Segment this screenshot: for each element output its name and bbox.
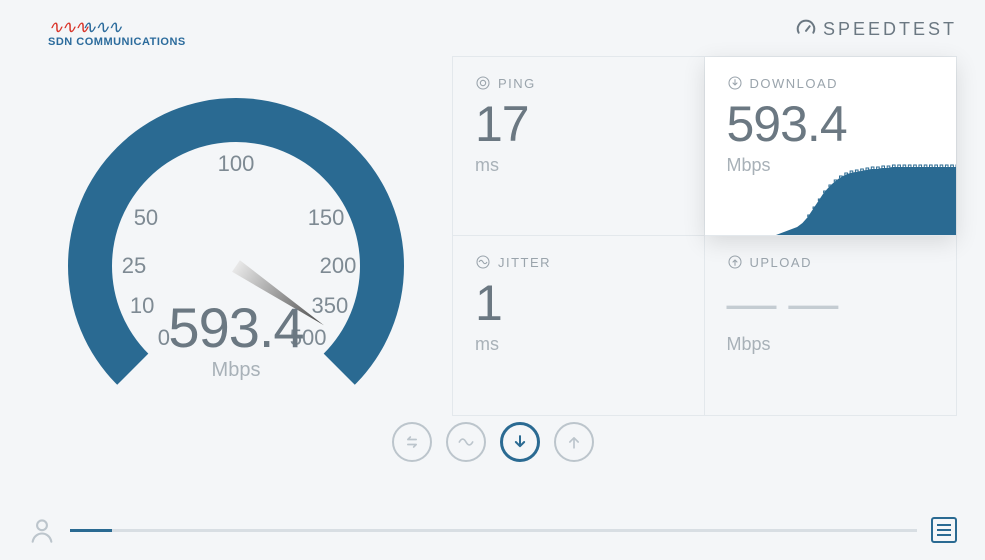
gauge-icon [795, 18, 817, 40]
jitter-label: JITTER [498, 255, 551, 270]
download-icon [727, 75, 743, 91]
svg-text:350: 350 [312, 293, 349, 318]
download-panel: DOWNLOAD 593.4 Mbps [705, 57, 957, 236]
download-label: DOWNLOAD [750, 76, 839, 91]
footer-bar [28, 516, 957, 544]
progress-fill [70, 529, 112, 532]
svg-text:25: 25 [122, 253, 146, 278]
speedtest-brand: SPEEDTEST [795, 18, 957, 40]
metric-panels: PING 17 ms DOWNLOAD 593.4 Mbps JITTER 1 … [452, 56, 957, 416]
upload-unit: Mbps [727, 334, 935, 355]
ping-icon [475, 75, 491, 91]
ping-label: PING [498, 76, 536, 91]
wave-status-icon [446, 422, 486, 462]
upload-icon [727, 254, 743, 270]
upload-panel: UPLOAD — — Mbps [705, 236, 957, 415]
progress-bar [70, 529, 917, 532]
ping-unit: ms [475, 155, 682, 176]
upload-label: UPLOAD [750, 255, 812, 270]
download-status-icon [500, 422, 540, 462]
svg-text:150: 150 [308, 205, 345, 230]
ping-panel: PING 17 ms [453, 57, 705, 236]
logo-wave-icon-2: ∿∿∿ [81, 17, 120, 37]
gauge-value: 593.4 [168, 295, 303, 360]
status-icon-row [0, 422, 985, 462]
svg-text:100: 100 [218, 151, 255, 176]
brand-label: SPEEDTEST [823, 19, 957, 40]
svg-text:50: 50 [134, 205, 158, 230]
user-icon[interactable] [28, 516, 56, 544]
sdn-logo: ∿∿∿∿∿∿ SDN COMMUNICATIONS [48, 18, 186, 48]
upload-status-icon [554, 422, 594, 462]
jitter-value: 1 [475, 274, 682, 332]
results-list-button[interactable] [931, 517, 957, 543]
jitter-unit: ms [475, 334, 682, 355]
jitter-icon [475, 254, 491, 270]
swap-status-icon [392, 422, 432, 462]
gauge-unit: Mbps [212, 359, 261, 382]
download-chart [776, 145, 956, 235]
jitter-panel: JITTER 1 ms [453, 236, 705, 415]
svg-text:10: 10 [130, 293, 154, 318]
svg-text:200: 200 [320, 253, 357, 278]
upload-value: — — [727, 274, 935, 332]
speed-gauge: 0102550100150200350500 593.4 Mbps [36, 56, 436, 416]
logo-text: SDN COMMUNICATIONS [48, 37, 186, 48]
ping-value: 17 [475, 95, 682, 153]
